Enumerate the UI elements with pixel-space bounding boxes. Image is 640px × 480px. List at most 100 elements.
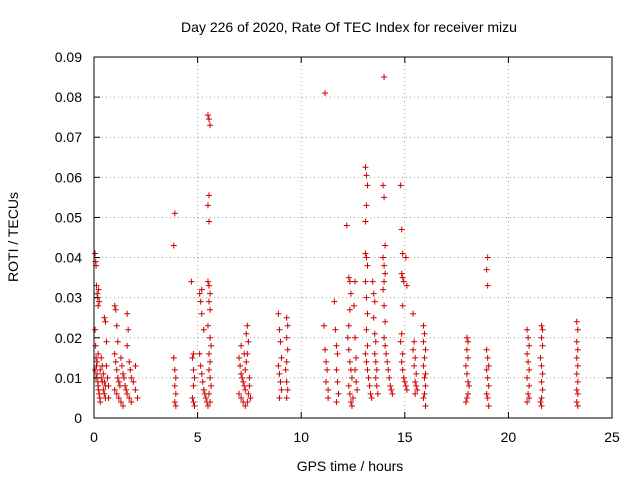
data-point	[124, 310, 131, 317]
chart-title: Day 226 of 2020, Rate Of TEC Index for r…	[181, 19, 517, 35]
data-point	[483, 390, 490, 397]
data-point	[196, 290, 203, 297]
data-point	[246, 382, 253, 389]
data-point	[204, 112, 211, 119]
data-point	[205, 298, 212, 305]
data-point	[113, 390, 120, 397]
data-point	[348, 374, 355, 381]
data-point	[346, 278, 353, 285]
data-point	[539, 326, 546, 333]
data-point	[422, 370, 429, 377]
data-point	[524, 326, 531, 333]
y-tick-label: 0.04	[55, 250, 82, 266]
data-point	[247, 394, 254, 401]
data-point	[92, 366, 99, 373]
data-point	[238, 370, 245, 377]
data-point	[207, 306, 214, 313]
data-point	[94, 290, 101, 297]
data-point	[205, 282, 212, 289]
data-point	[414, 386, 421, 393]
data-point	[463, 334, 470, 341]
data-point	[207, 398, 214, 405]
data-point	[111, 386, 118, 393]
data-point	[387, 382, 394, 389]
data-point	[352, 366, 359, 373]
data-point	[538, 322, 545, 329]
data-point	[402, 254, 409, 261]
data-point	[122, 382, 129, 389]
data-point	[124, 390, 131, 397]
data-point	[362, 250, 369, 257]
data-point	[125, 326, 132, 333]
data-point	[353, 354, 360, 361]
data-point	[94, 358, 101, 365]
data-point	[398, 330, 405, 337]
data-point	[325, 386, 332, 393]
data-point	[95, 302, 102, 309]
data-point	[333, 342, 340, 349]
data-point	[381, 278, 388, 285]
data-point	[381, 194, 388, 201]
data-point	[204, 402, 211, 409]
data-point	[484, 254, 491, 261]
data-point	[205, 218, 212, 225]
data-point	[363, 358, 370, 365]
data-point	[277, 338, 284, 345]
data-point	[100, 370, 107, 377]
y-tick-label: 0	[74, 410, 82, 426]
data-point	[524, 374, 531, 381]
data-point	[346, 390, 353, 397]
y-axis-label: ROTI / TECUs	[5, 192, 21, 282]
data-point	[239, 374, 246, 381]
data-point	[335, 390, 342, 397]
data-point	[245, 390, 252, 397]
data-point	[95, 286, 102, 293]
data-point	[346, 358, 353, 365]
x-tick-label: 20	[501, 429, 517, 445]
data-point	[382, 242, 389, 249]
data-point	[350, 394, 356, 401]
data-point	[345, 382, 352, 389]
data-point	[412, 354, 419, 361]
data-point	[334, 378, 341, 385]
data-point	[363, 294, 370, 301]
data-point	[246, 374, 253, 381]
data-point	[369, 278, 376, 285]
data-point	[104, 374, 111, 381]
data-point	[92, 250, 99, 257]
data-point	[204, 202, 211, 209]
data-point	[322, 346, 329, 353]
y-tick-label: 0.09	[55, 49, 82, 65]
data-point	[282, 366, 289, 373]
data-point	[411, 338, 418, 345]
data-point	[421, 390, 428, 397]
data-point	[464, 338, 471, 345]
data-point	[113, 322, 120, 329]
data-point	[380, 254, 387, 261]
data-point	[245, 338, 252, 345]
data-point	[207, 122, 214, 129]
data-point	[573, 398, 580, 405]
data-point	[207, 358, 214, 365]
x-tick-label: 15	[397, 429, 413, 445]
data-point	[283, 394, 290, 401]
data-point	[384, 358, 391, 365]
data-point	[574, 346, 581, 353]
data-point	[208, 382, 215, 389]
data-point	[320, 322, 327, 329]
data-point	[197, 298, 204, 305]
data-point	[241, 382, 248, 389]
data-point	[244, 398, 251, 405]
data-point	[98, 354, 105, 361]
data-point	[198, 310, 205, 317]
data-point	[371, 350, 378, 357]
data-point	[574, 362, 581, 369]
data-point	[101, 390, 108, 397]
data-point	[117, 398, 124, 405]
data-point	[403, 282, 410, 289]
data-point	[363, 254, 370, 261]
data-point	[112, 306, 119, 313]
data-point	[420, 394, 427, 401]
data-point	[333, 398, 340, 405]
data-point	[537, 398, 544, 405]
